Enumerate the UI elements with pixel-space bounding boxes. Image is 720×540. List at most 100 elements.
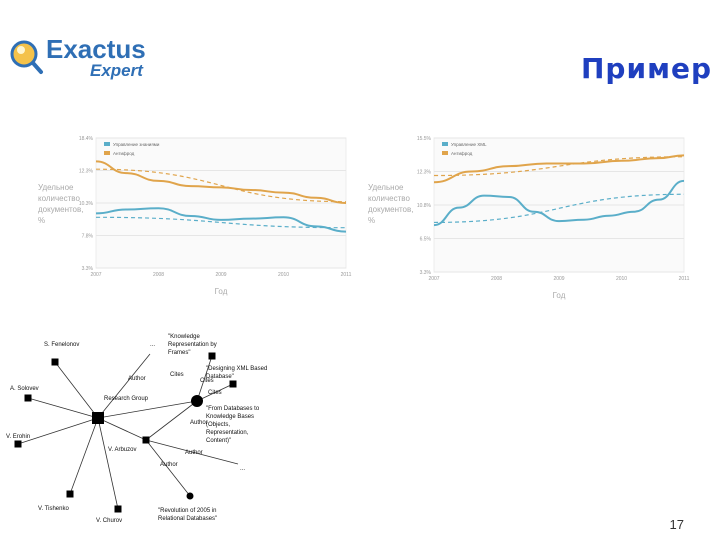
y-tick-label: 7.8% xyxy=(82,234,94,240)
node-entity xyxy=(142,436,150,444)
graph-edge xyxy=(145,439,191,497)
legend-label: Антифрод xyxy=(451,151,473,156)
edge-label: Author xyxy=(128,376,146,382)
node-label: Frames" xyxy=(168,350,190,356)
legend-swatch xyxy=(104,142,110,146)
y-tick-label: 6.5% xyxy=(420,237,432,243)
graph-edge xyxy=(97,400,198,419)
chart-legend: Управление знаниями Антифрод xyxy=(104,142,160,156)
node-entity xyxy=(229,380,237,388)
node-entity xyxy=(66,490,74,498)
legend-swatch xyxy=(442,142,448,146)
graph-edge xyxy=(145,400,198,441)
chart-left: 18.4% 12.3% 10.3% 7.8% 3.3% 2007 2008 2009 2010 2… xyxy=(36,130,356,300)
trend-line xyxy=(95,216,347,229)
y-axis-label: количество xyxy=(368,194,410,203)
edge-label: Cites xyxy=(170,372,184,378)
x-tick-label: 2009 xyxy=(215,272,226,278)
x-tick-label: 2010 xyxy=(616,276,627,282)
node-label: (Objects, xyxy=(206,422,230,428)
node-label: A. Solovev xyxy=(10,386,39,392)
series-line xyxy=(95,207,347,233)
node-label: V. Churov xyxy=(96,518,122,524)
edge-label: Author xyxy=(160,462,178,468)
edge-label: ... xyxy=(240,466,245,472)
citation-graph: S. Fenelonov A. Solovev V. Erohin V. Tishen… xyxy=(0,326,300,526)
graph-edge xyxy=(17,417,99,445)
y-axis-label: % xyxy=(38,216,45,225)
node-label: Database" xyxy=(206,374,234,380)
edge-label: Author xyxy=(185,450,203,456)
node-label: "Revolution of 2005 in xyxy=(158,508,217,514)
y-axis-label: документов, xyxy=(368,205,413,214)
node-entity xyxy=(51,358,59,366)
graph-edge xyxy=(196,383,234,402)
x-axis-label: Год xyxy=(553,291,566,300)
chart-right: 15.5% 12.3% 10.8% 6.5% 3.3% 2007 2008 2009 2010 2… xyxy=(366,130,696,305)
graph-edge xyxy=(27,397,99,419)
y-axis-label: % xyxy=(368,216,375,225)
node-label: S. Fenelonov xyxy=(44,342,79,348)
graph-edge xyxy=(97,417,119,510)
y-axis-label: количество xyxy=(38,194,80,203)
node-entity xyxy=(14,440,22,448)
node-label: Research Group xyxy=(104,396,149,402)
node-label: Knowledge Bases xyxy=(206,414,254,420)
node-label: V. Erohin xyxy=(6,434,30,440)
node-label: Relational Databases" xyxy=(158,516,217,522)
node-label: Representation by xyxy=(168,342,217,348)
node-label: "From Databases to xyxy=(206,406,260,412)
legend-label: Управление XML xyxy=(451,142,487,147)
page-number: 17 xyxy=(669,517,684,532)
node-label: "Designing XML Based xyxy=(206,366,267,372)
graph-edge xyxy=(69,417,99,495)
x-tick-label: 2008 xyxy=(491,276,502,282)
y-tick-label: 3.3% xyxy=(82,266,94,272)
y-tick-label: 18.4% xyxy=(79,136,94,142)
graph-edge xyxy=(54,361,99,419)
y-tick-label: 10.8% xyxy=(417,203,432,209)
edge-label: ... xyxy=(150,342,155,348)
logo-text-expert: Expert xyxy=(90,61,144,80)
node-publication xyxy=(186,492,194,500)
magnifier-icon xyxy=(10,40,43,74)
x-tick-label: 2007 xyxy=(90,272,101,278)
trend-line xyxy=(433,156,685,177)
edge-label: Cites xyxy=(200,378,214,384)
legend-label: Антифрод xyxy=(113,151,135,156)
legend-swatch xyxy=(442,151,448,155)
node-label: "Knowledge xyxy=(168,334,200,340)
node-label: Representation, xyxy=(206,430,249,436)
x-tick-label: 2007 xyxy=(428,276,439,282)
y-tick-label: 3.3% xyxy=(420,270,432,276)
x-tick-label: 2008 xyxy=(153,272,164,278)
y-axis-label: Удельное xyxy=(38,183,74,192)
series-line xyxy=(433,179,685,227)
y-axis-label: Удельное xyxy=(368,183,404,192)
x-axis-label: Год xyxy=(215,287,228,296)
legend-label: Управление знаниями xyxy=(113,142,160,147)
node-publication xyxy=(191,395,203,407)
slide-title: Пример xyxy=(580,52,712,85)
node-label: Content)" xyxy=(206,438,231,444)
legend-swatch xyxy=(104,151,110,155)
series-line xyxy=(95,160,347,204)
y-axis-label: документов, xyxy=(38,205,83,214)
exactus-expert-logo: Exactus Expert xyxy=(6,34,160,86)
y-tick-label: 12.3% xyxy=(79,169,94,175)
graph-edge xyxy=(97,417,147,441)
series-line xyxy=(433,154,685,184)
graph-edge xyxy=(97,353,151,419)
node-entity xyxy=(114,505,122,513)
x-tick-label: 2010 xyxy=(278,272,289,278)
x-tick-label: 2011 xyxy=(679,276,690,282)
chart-legend: Управление XML Антифрод xyxy=(442,142,487,156)
logo-text-exactus: Exactus xyxy=(46,34,146,64)
node-label: V. Tishenko xyxy=(38,506,69,512)
graph-edge xyxy=(196,355,213,402)
node-research-group xyxy=(92,412,104,424)
edge-label: Author xyxy=(190,420,208,426)
y-tick-label: 12.3% xyxy=(417,170,432,176)
node-entity xyxy=(208,352,216,360)
y-tick-label: 10.3% xyxy=(79,201,94,207)
